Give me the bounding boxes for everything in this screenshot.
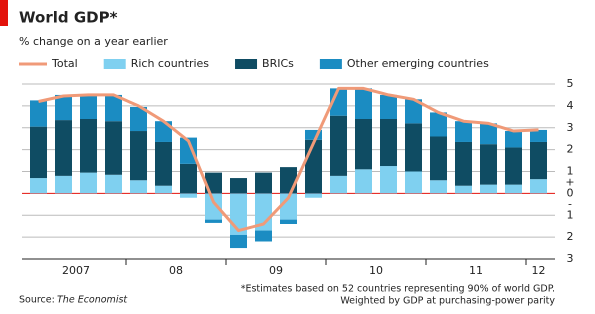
legend-swatch	[103, 59, 126, 69]
y-tick-label: 1	[567, 165, 574, 178]
bar	[280, 219, 297, 224]
bar	[180, 193, 197, 198]
bar	[455, 121, 472, 142]
y-tick-label: 5	[567, 77, 574, 90]
bar	[280, 193, 297, 220]
source: The Economist	[57, 295, 128, 306]
bar	[330, 115, 347, 176]
legend-swatch	[319, 59, 342, 69]
bar	[130, 180, 147, 194]
bar	[205, 219, 222, 223]
bar	[380, 94, 397, 119]
bar	[130, 106, 147, 132]
bar	[30, 100, 47, 127]
bar	[455, 141, 472, 186]
bar	[230, 234, 247, 249]
bar	[305, 193, 322, 198]
bar	[80, 172, 97, 194]
x-tick-label: 08	[169, 264, 183, 277]
chart-subtitle: % change on a year earlier	[19, 35, 168, 48]
legend-label: Rich countries	[131, 57, 210, 70]
legend-label: BRICs	[262, 57, 294, 70]
y-tick-label: 4	[567, 99, 574, 112]
bar	[305, 129, 322, 140]
bar	[480, 184, 497, 194]
bar	[30, 126, 47, 179]
x-tick-label: 11	[469, 264, 483, 277]
footnote: *Estimates based on 52 countries represe…	[241, 284, 555, 295]
bar	[105, 174, 122, 194]
brand-block	[0, 0, 8, 26]
bar	[505, 131, 522, 148]
bar	[455, 185, 472, 194]
bar	[380, 166, 397, 194]
bar	[330, 175, 347, 194]
bar	[405, 171, 422, 194]
bar	[55, 120, 72, 176]
y-tick-label: 2	[567, 230, 574, 243]
sign-label: -	[568, 197, 572, 210]
bar	[530, 141, 547, 180]
bar	[55, 175, 72, 194]
bar	[230, 178, 247, 194]
bar	[155, 185, 172, 194]
bar	[55, 94, 72, 121]
bar	[430, 180, 447, 194]
bar	[30, 178, 47, 194]
legend-label: Other emerging countries	[347, 57, 489, 70]
bar	[180, 137, 197, 164]
bar	[130, 131, 147, 181]
bar	[405, 123, 422, 172]
bar	[355, 119, 372, 170]
y-tick-label: 0	[567, 186, 574, 199]
x-tick-label: 12	[532, 264, 546, 277]
bar	[355, 88, 372, 119]
bar	[80, 119, 97, 173]
bar	[255, 230, 272, 242]
bar	[280, 167, 297, 194]
bar	[430, 112, 447, 137]
bar	[430, 136, 447, 181]
legend-swatch	[235, 59, 258, 69]
bar	[405, 99, 422, 124]
bar	[105, 121, 122, 175]
x-tick-label: 2007	[62, 264, 90, 277]
bar	[305, 139, 322, 194]
bar	[530, 179, 547, 194]
source-label: Source:	[19, 295, 55, 306]
bar	[80, 94, 97, 119]
bar	[180, 163, 197, 194]
bar	[505, 147, 522, 185]
line	[38, 86, 539, 233]
bar	[380, 119, 397, 167]
bar	[480, 144, 497, 185]
bar	[205, 193, 222, 220]
y-tick-label: 3	[567, 252, 574, 265]
footnote: Weighted by GDP at purchasing-power pari…	[340, 296, 555, 307]
x-tick-label: 10	[369, 264, 383, 277]
bar	[355, 169, 372, 194]
bar	[480, 123, 497, 145]
legend-label: Total	[51, 57, 78, 70]
y-tick-label: 2	[567, 143, 574, 156]
sign-label: +	[565, 175, 574, 188]
y-tick-label: 3	[567, 121, 574, 134]
bar	[105, 94, 122, 122]
bar	[155, 141, 172, 186]
bar	[255, 172, 272, 194]
bar	[530, 129, 547, 142]
chart-title: World GDP*	[19, 9, 118, 27]
bar	[505, 184, 522, 194]
y-tick-label: 1	[567, 208, 574, 221]
x-tick-label: 09	[269, 264, 283, 277]
